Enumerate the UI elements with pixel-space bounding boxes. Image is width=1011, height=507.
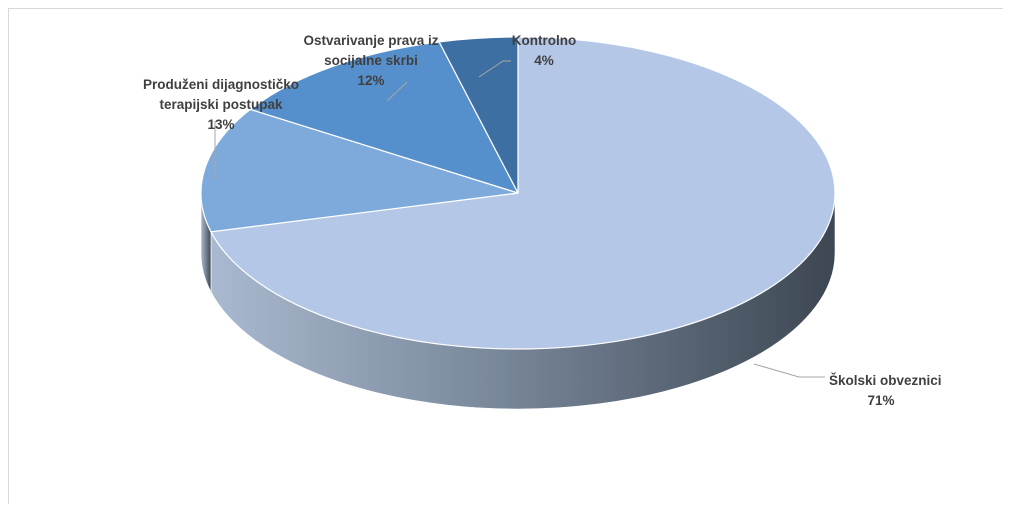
slice-label-1-line-2: 13% bbox=[207, 117, 234, 132]
leader-line-3 bbox=[478, 60, 511, 78]
slice-label-0-line-1: 71% bbox=[867, 393, 894, 408]
pie-slice-2 bbox=[249, 41, 519, 194]
slice-label-3: Kontrolno 4% bbox=[512, 33, 576, 68]
leader-line-0 bbox=[753, 363, 825, 378]
slice-label-0: Školski obveznici 71% bbox=[829, 373, 942, 408]
slice-label-1-line-1: terapijski postupak bbox=[159, 97, 283, 112]
pie-slice-0 bbox=[210, 36, 836, 350]
slice-label-2-line-2: 12% bbox=[357, 73, 384, 88]
chart-area: Školski obveznici 71% Produženi dijagnosti… bbox=[8, 8, 1003, 504]
slice-label-1-line-0: Produženi dijagnostičko bbox=[143, 77, 299, 92]
pie-slice-3 bbox=[438, 36, 519, 194]
slice-label-3-line-1: 4% bbox=[534, 53, 554, 68]
slice-label-1: Produženi dijagnostičko terapijski postup… bbox=[143, 77, 299, 132]
slice-label-3-line-0: Kontrolno bbox=[512, 33, 576, 48]
pie-top bbox=[200, 36, 836, 350]
slice-label-2-line-1: socijalne skrbi bbox=[324, 53, 418, 68]
pie-slice-1 bbox=[200, 108, 519, 233]
pie-chart: Školski obveznici 71% Produženi dijagnosti… bbox=[143, 33, 942, 410]
slice-label-0-line-0: Školski obveznici bbox=[829, 373, 942, 388]
slice-label-2: Ostvarivanje prava iz socijalne skrbi 12% bbox=[303, 33, 438, 88]
pie-labels: Školski obveznici 71% Produženi dijagnosti… bbox=[143, 33, 942, 408]
leader-line-2 bbox=[386, 81, 408, 102]
slice-label-2-line-0: Ostvarivanje prava iz bbox=[303, 33, 438, 48]
